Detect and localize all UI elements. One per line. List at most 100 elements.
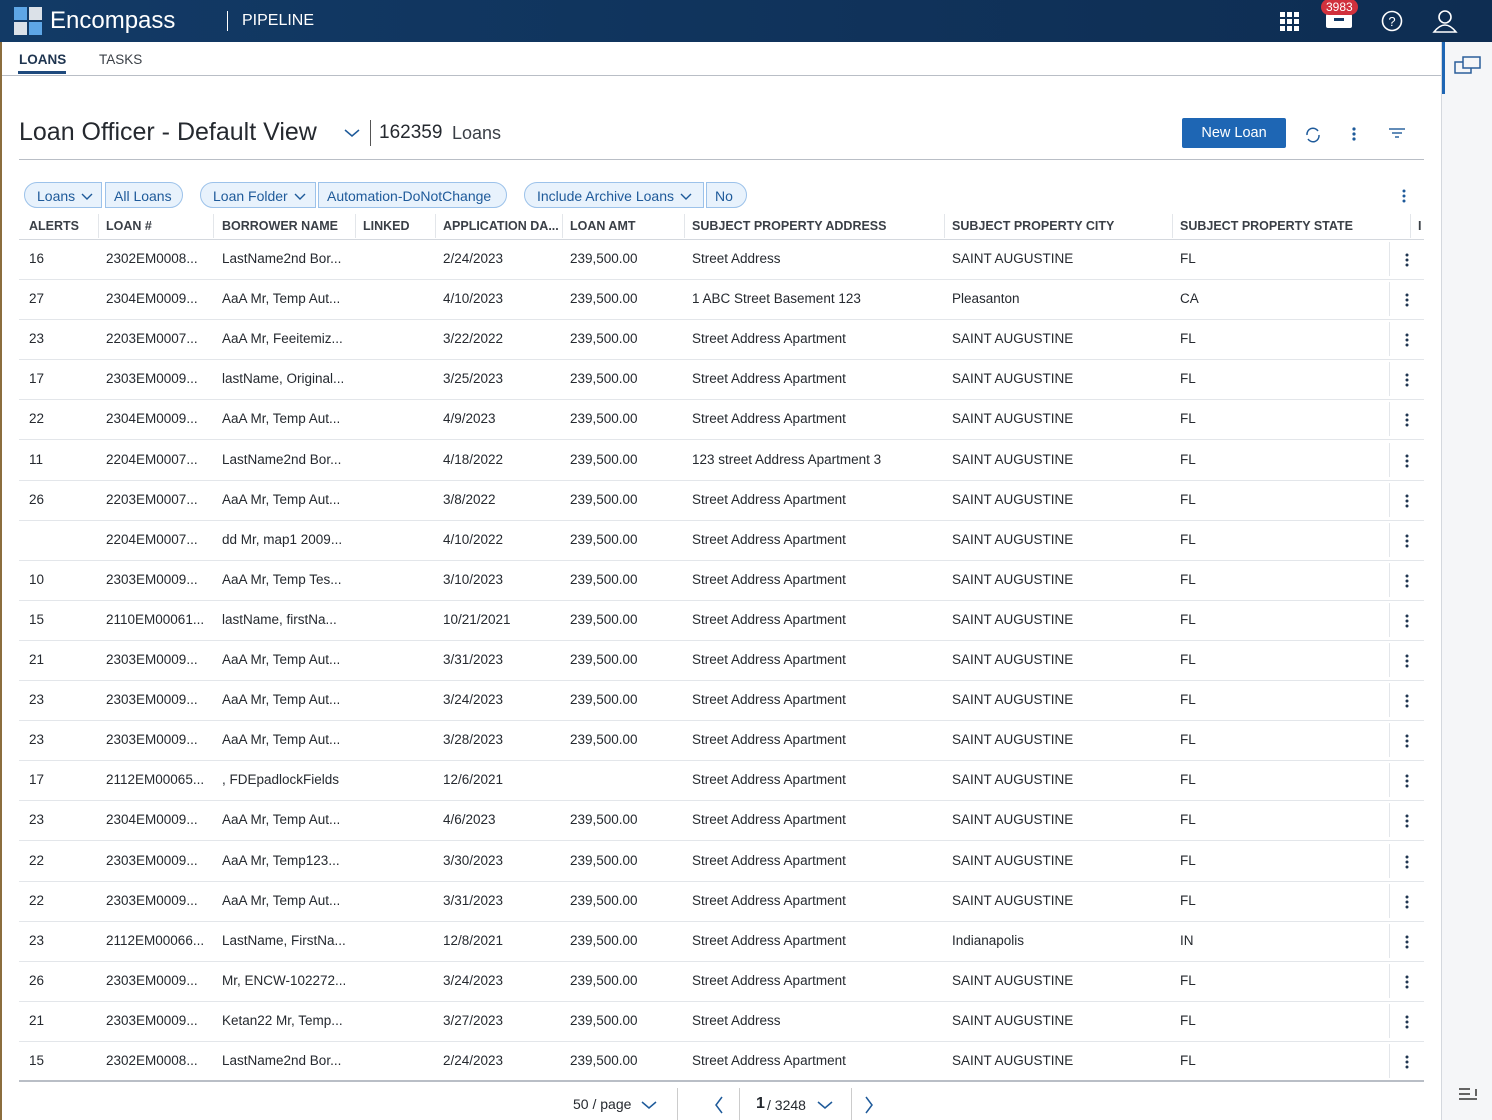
table-cell: 2302EM0008...	[106, 1053, 198, 1068]
tab[interactable]: LOANS	[19, 52, 67, 67]
row-actions-divider	[1389, 1044, 1390, 1078]
table-cell: 239,500.00	[570, 331, 638, 347]
tab[interactable]: TASKS	[99, 52, 143, 67]
filter-label[interactable]: Loan Folder	[200, 182, 316, 208]
table-cell: 239,500.00	[570, 451, 638, 467]
prev-page[interactable]	[714, 1096, 724, 1114]
table-cell: 2303EM0009...	[106, 892, 198, 908]
table-cell: 2303EM0009...	[106, 852, 198, 868]
table-cell: 239,500.00	[570, 932, 638, 948]
table-more[interactable]	[1400, 188, 1408, 204]
table-cell: FL	[1180, 371, 1196, 387]
row-actions[interactable]	[1403, 453, 1411, 469]
filter-label[interactable]: Include Archive Loans	[524, 182, 704, 208]
row-divider	[19, 760, 1424, 762]
table-cell: AaA Mr, Temp Aut...	[222, 411, 341, 427]
table-cell: 239,500.00	[570, 411, 638, 427]
column-header[interactable]: ALERTS	[29, 219, 79, 233]
table-cell: 2203EM0007...	[106, 331, 198, 347]
table-cell: FL	[1180, 652, 1196, 667]
table-cell: AaA Mr, Feeitemiz...	[222, 331, 343, 347]
table-cell: SAINT AUGUSTINE	[952, 251, 1074, 266]
column-header[interactable]: APPLICATION DA...	[443, 219, 559, 233]
row-actions[interactable]	[1403, 332, 1411, 348]
table-cell: 10/21/2021	[443, 611, 511, 627]
table-cell: 2304EM0009...	[106, 812, 198, 828]
row-actions[interactable]	[1403, 934, 1411, 950]
table-cell: 16	[29, 251, 45, 266]
table-cell: , FDEpadlockFields	[222, 772, 340, 788]
more-icon[interactable]	[1350, 126, 1358, 142]
collapse-icon[interactable]	[1459, 1087, 1477, 1103]
row-actions[interactable]	[1403, 573, 1411, 589]
row-actions[interactable]	[1403, 773, 1411, 789]
column-header[interactable]: SUBJECT PROPERTY ADDRESS	[692, 219, 887, 233]
column-header[interactable]: LOAN AMT	[570, 219, 636, 233]
column-header[interactable]: LINKED	[363, 219, 410, 233]
row-actions[interactable]	[1403, 493, 1411, 509]
table-cell: 3/24/2023	[443, 972, 504, 988]
row-actions[interactable]	[1403, 693, 1411, 709]
refresh-icon[interactable]	[1304, 126, 1322, 144]
row-divider	[19, 279, 1424, 280]
row-actions[interactable]	[1403, 613, 1411, 629]
row-divider	[19, 359, 1424, 361]
table-cell: Street Address Apartment	[692, 491, 846, 507]
filter-icon[interactable]	[1389, 127, 1405, 139]
next-page[interactable]	[864, 1096, 874, 1114]
table-cell: Street Address	[692, 251, 781, 266]
row-actions[interactable]	[1403, 653, 1411, 669]
row-actions[interactable]	[1403, 252, 1411, 268]
table-cell: SAINT AUGUSTINE	[952, 812, 1074, 828]
row-actions[interactable]	[1403, 813, 1411, 829]
view-dropdown[interactable]	[344, 128, 360, 138]
column-header[interactable]: LOAN #	[106, 219, 152, 233]
row-actions[interactable]	[1403, 894, 1411, 910]
table-cell: IN	[1180, 932, 1194, 948]
table-cell: SAINT AUGUSTINE	[952, 652, 1074, 667]
table-cell: 2204EM0007...	[106, 451, 198, 467]
new-loan-button[interactable]: New Loan	[1182, 118, 1286, 148]
row-actions[interactable]	[1403, 1054, 1411, 1070]
column-header[interactable]: BORROWER NAME	[222, 219, 338, 233]
logo	[14, 7, 42, 35]
table-cell: FL	[1180, 972, 1196, 988]
filter-value[interactable]: All Loans	[105, 182, 183, 208]
chat-icon[interactable]	[1454, 56, 1482, 80]
row-actions[interactable]	[1403, 533, 1411, 549]
table-cell: 3/31/2023	[443, 892, 504, 908]
per-page[interactable]: 50 / page	[573, 1096, 632, 1112]
current-page[interactable]: 1	[756, 1095, 765, 1112]
table-cell: AaA Mr, Temp Aut...	[222, 291, 341, 307]
section[interactable]: PIPELINE	[242, 12, 315, 29]
row-actions[interactable]	[1403, 974, 1411, 990]
apps-icon[interactable]	[1280, 12, 1300, 32]
help-icon[interactable]: ?	[1381, 10, 1403, 32]
row-actions[interactable]	[1403, 854, 1411, 870]
per-page-dropdown[interactable]	[641, 1100, 657, 1110]
filter-value[interactable]: No	[706, 182, 747, 208]
table-cell: 2303EM0009...	[106, 1012, 198, 1028]
row-actions[interactable]	[1403, 733, 1411, 749]
table-cell: LastName, FirstNa...	[222, 932, 346, 948]
filter-value[interactable]: Automation-DoNotChange	[318, 182, 507, 208]
column-header[interactable]: I	[1418, 219, 1422, 233]
row-actions-divider	[1389, 683, 1390, 718]
row-actions[interactable]	[1403, 1014, 1411, 1030]
user-icon[interactable]	[1432, 8, 1458, 34]
column-header[interactable]: SUBJECT PROPERTY CITY	[952, 219, 1115, 233]
column-divider	[1172, 214, 1173, 238]
table-cell: 2112EM00066...	[106, 932, 205, 948]
row-actions[interactable]	[1403, 372, 1411, 388]
inbox-icon[interactable]	[1326, 12, 1352, 30]
filter-label[interactable]: Loans	[24, 182, 102, 208]
row-divider	[19, 920, 1424, 922]
page-dropdown[interactable]	[817, 1100, 833, 1110]
row-actions-divider	[1389, 883, 1390, 918]
table-cell: 3/25/2023	[443, 371, 504, 387]
column-header[interactable]: SUBJECT PROPERTY STATE	[1180, 219, 1353, 233]
row-actions-divider	[1389, 803, 1390, 838]
row-actions[interactable]	[1403, 412, 1411, 428]
row-actions[interactable]	[1403, 292, 1411, 308]
